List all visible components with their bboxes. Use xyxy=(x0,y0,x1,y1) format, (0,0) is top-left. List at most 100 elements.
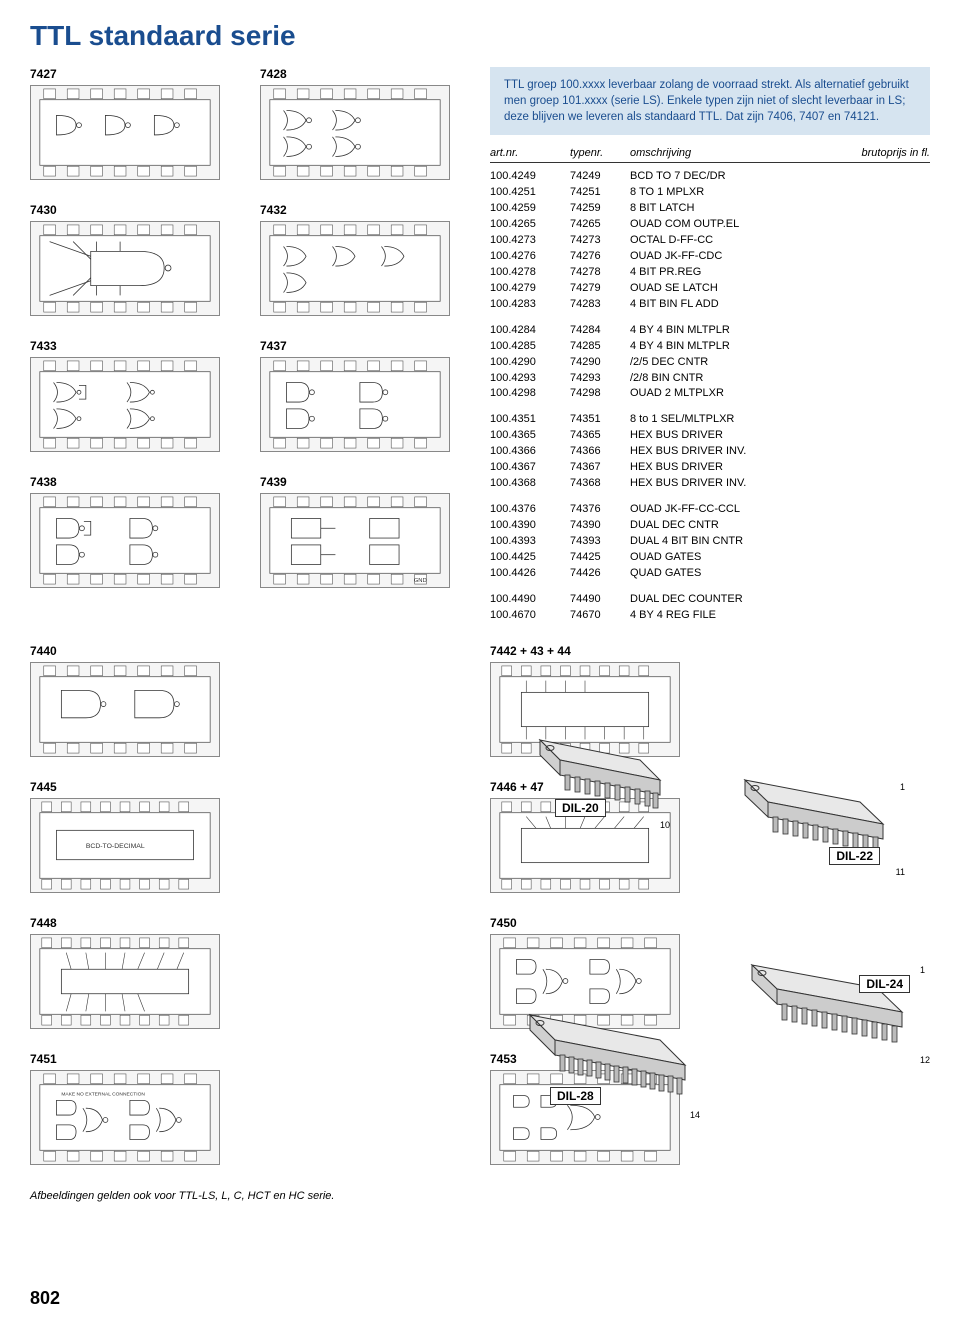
cell-art: 100.4367 xyxy=(490,460,570,476)
dil-label: DIL-20 xyxy=(555,799,606,817)
cell-type: 74368 xyxy=(570,476,630,492)
cell-art: 100.4670 xyxy=(490,608,570,624)
cell-type: 74365 xyxy=(570,428,630,444)
chip-schematic-icon: MAKE NO EXTERNAL CONNECTION xyxy=(30,1070,220,1165)
diagram-label: 7428 xyxy=(260,67,470,81)
table-row: 100.424974249BCD TO 7 DEC/DR xyxy=(490,169,930,185)
cell-desc: QUAD GATES xyxy=(630,566,930,582)
cell-art: 100.4279 xyxy=(490,281,570,297)
cell-type: 74276 xyxy=(570,249,630,265)
dil-chip-icon xyxy=(500,720,680,840)
table-row: 100.429074290/2/5 DEC CNTR xyxy=(490,355,930,371)
cell-desc: 8 TO 1 MPLXR xyxy=(630,185,930,201)
table-row: 100.429374293/2/8 BIN CNTR xyxy=(490,371,930,387)
diagram-label: 7445 xyxy=(30,780,470,794)
pin-number: 14 xyxy=(690,1110,700,1120)
page-title: TTL standaard serie xyxy=(30,20,930,52)
table-row: 100.442674426QUAD GATES xyxy=(490,566,930,582)
pin-number: 12 xyxy=(920,1055,930,1065)
table-row: 100.439074390DUAL DEC CNTR xyxy=(490,518,930,534)
table-row: 100.437674376OUAD JK-FF-CC-CCL xyxy=(490,502,930,518)
diagram-label: 7430 xyxy=(30,203,240,217)
cell-desc: 4 BIT BIN FL ADD xyxy=(630,297,930,313)
footnote: Afbeeldingen gelden ook voor TTL-LS, L, … xyxy=(30,1190,930,1202)
table-row: 100.4278742784 BIT PR.REG xyxy=(490,265,930,281)
table-row: 100.436574365HEX BUS DRIVER xyxy=(490,428,930,444)
dil-chip-icon xyxy=(720,945,930,1085)
table-row: 100.429874298OUAD 2 MLTPLXR xyxy=(490,386,930,402)
cell-desc: DUAL 4 BIT BIN CNTR xyxy=(630,534,930,550)
dil-chip-icon xyxy=(500,995,700,1135)
svg-text:BCD-TO-DECIMAL: BCD-TO-DECIMAL xyxy=(86,843,145,850)
cell-desc: 4 BIT PR.REG xyxy=(630,265,930,281)
cell-art: 100.4366 xyxy=(490,444,570,460)
table-row: 100.4284742844 BY 4 BIN MLTPLR xyxy=(490,323,930,339)
table-row: 100.426574265OUAD COM OUTP.EL xyxy=(490,217,930,233)
cell-type: 74426 xyxy=(570,566,630,582)
cell-art: 100.4276 xyxy=(490,249,570,265)
cell-desc: HEX BUS DRIVER xyxy=(630,460,930,476)
cell-type: 74425 xyxy=(570,550,630,566)
cell-desc: BCD TO 7 DEC/DR xyxy=(630,169,930,185)
cell-desc: OCTAL D-FF-CC xyxy=(630,233,930,249)
diagram-label: 7432 xyxy=(260,203,470,217)
cell-art: 100.4426 xyxy=(490,566,570,582)
cell-type: 74279 xyxy=(570,281,630,297)
cell-art: 100.4290 xyxy=(490,355,570,371)
cell-desc: /2/8 BIN CNTR xyxy=(630,371,930,387)
chip-schematic-icon xyxy=(260,221,450,316)
cell-desc: 4 BY 4 BIN MLTPLR xyxy=(630,323,930,339)
cell-type: 74293 xyxy=(570,371,630,387)
chip-schematic-icon xyxy=(30,662,220,757)
table-row: 100.442574425OUAD GATES xyxy=(490,550,930,566)
svg-text:MAKE NO EXTERNAL CONNECTION: MAKE NO EXTERNAL CONNECTION xyxy=(61,1091,145,1097)
cell-art: 100.4249 xyxy=(490,169,570,185)
table-row: 100.4670746704 BY 4 REG FILE xyxy=(490,608,930,624)
table-row: 100.4251742518 TO 1 MPLXR xyxy=(490,185,930,201)
cell-desc: OUAD JK-FF-CDC xyxy=(630,249,930,265)
pin-number: 1 xyxy=(900,782,905,792)
cell-type: 74376 xyxy=(570,502,630,518)
chip-schematic-icon xyxy=(30,357,220,452)
cell-type: 74259 xyxy=(570,201,630,217)
pin-number: 1 xyxy=(920,965,925,975)
diagram-label: 7448 xyxy=(30,916,470,930)
diagram-label: 7433 xyxy=(30,339,240,353)
cell-desc: 4 BY 4 BIN MLTPLR xyxy=(630,339,930,355)
cell-type: 74367 xyxy=(570,460,630,476)
cell-type: 74393 xyxy=(570,534,630,550)
cell-art: 100.4293 xyxy=(490,371,570,387)
table-header: art.nr. typenr. omschrijving brutoprijs … xyxy=(490,147,930,163)
table-row: 100.4283742834 BIT BIN FL ADD xyxy=(490,297,930,313)
diagram-label: 7440 xyxy=(30,644,470,658)
cell-art: 100.4376 xyxy=(490,502,570,518)
cell-desc: OUAD GATES xyxy=(630,550,930,566)
cell-art: 100.4390 xyxy=(490,518,570,534)
cell-art: 100.4425 xyxy=(490,550,570,566)
cell-type: 74283 xyxy=(570,297,630,313)
cell-art: 100.4285 xyxy=(490,339,570,355)
cell-type: 74298 xyxy=(570,386,630,402)
col-header-desc: omschrijving xyxy=(630,147,840,159)
cell-desc: HEX BUS DRIVER INV. xyxy=(630,444,930,460)
chip-schematic-icon xyxy=(260,357,450,452)
table-row: 100.427974279OUAD SE LATCH xyxy=(490,281,930,297)
cell-type: 74273 xyxy=(570,233,630,249)
cell-art: 100.4265 xyxy=(490,217,570,233)
cell-desc: 8 to 1 SEL/MLTPLXR xyxy=(630,412,930,428)
diagram-grid: 7427 7428 xyxy=(30,67,470,634)
cell-type: 74251 xyxy=(570,185,630,201)
chip-schematic-icon xyxy=(30,493,220,588)
chip-schematic-icon xyxy=(30,221,220,316)
cell-desc: OUAD SE LATCH xyxy=(630,281,930,297)
info-notice: TTL groep 100.xxxx leverbaar zolang de v… xyxy=(490,67,930,135)
cell-type: 74390 xyxy=(570,518,630,534)
dil-label: DIL-24 xyxy=(859,975,910,993)
diagram-label: 7451 xyxy=(30,1052,470,1066)
cell-art: 100.4490 xyxy=(490,592,570,608)
cell-art: 100.4351 xyxy=(490,412,570,428)
table-row: 100.427674276OUAD JK-FF-CDC xyxy=(490,249,930,265)
col-header-type: typenr. xyxy=(570,147,630,159)
cell-desc: 4 BY 4 REG FILE xyxy=(630,608,930,624)
diagram-label: 7439 xyxy=(260,475,470,489)
